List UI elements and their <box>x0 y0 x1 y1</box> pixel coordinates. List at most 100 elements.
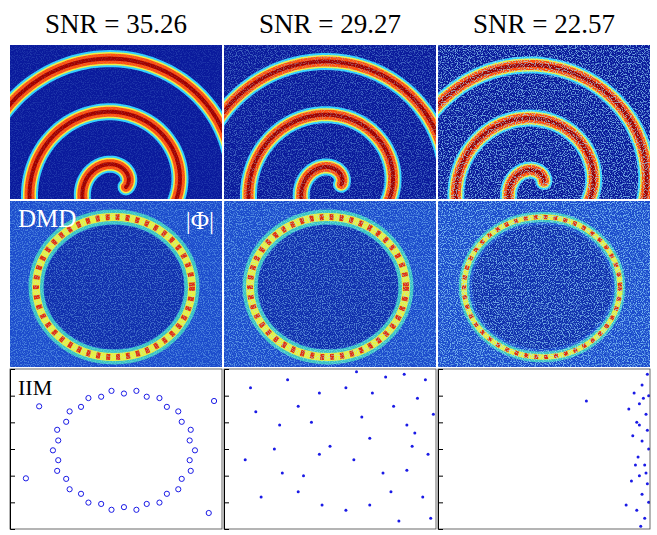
plot-background <box>224 369 436 529</box>
point <box>352 458 355 461</box>
point <box>99 501 104 506</box>
point <box>109 388 114 393</box>
point <box>56 438 61 443</box>
point <box>382 472 385 475</box>
panel-title: SNR = 35.26 <box>45 9 187 39</box>
point <box>368 504 371 507</box>
point <box>179 476 184 481</box>
point <box>403 373 406 376</box>
point <box>188 427 193 432</box>
point <box>368 437 371 440</box>
point <box>645 472 648 475</box>
panel-content <box>438 201 650 367</box>
tick <box>438 449 443 450</box>
point <box>164 404 169 409</box>
point <box>646 373 649 376</box>
tick-mark <box>438 422 443 423</box>
point <box>176 487 181 492</box>
noise <box>10 201 222 367</box>
tick-mark <box>224 476 229 477</box>
tick <box>224 449 229 450</box>
point <box>67 487 72 492</box>
noise <box>10 45 222 199</box>
noise <box>438 45 650 199</box>
panel <box>10 369 222 530</box>
panel-title: SNR = 29.27 <box>259 9 401 39</box>
point <box>278 424 281 427</box>
point <box>329 445 332 448</box>
tick <box>10 449 15 450</box>
panel-content <box>224 45 436 199</box>
point <box>297 490 300 493</box>
point <box>344 509 347 512</box>
point <box>397 520 400 523</box>
tick <box>10 502 15 503</box>
tick <box>438 396 443 397</box>
panel <box>438 369 650 530</box>
plot-background <box>438 369 650 529</box>
tick-mark <box>438 449 443 450</box>
point <box>121 505 126 510</box>
point <box>86 395 91 400</box>
plot-frame <box>438 369 650 529</box>
y-axis <box>10 370 15 530</box>
point <box>55 468 60 473</box>
point <box>634 464 637 467</box>
point <box>144 501 149 506</box>
tick-mark <box>10 449 15 450</box>
figure: SNR = 35.26SNR = 29.27SNR = 22.57DMD|Φ|I… <box>0 0 657 535</box>
plot-frame <box>10 369 222 529</box>
point <box>176 409 181 414</box>
panel-title: SNR = 22.57 <box>473 9 615 39</box>
point <box>64 419 69 424</box>
point <box>389 490 392 493</box>
point <box>297 405 300 408</box>
point <box>109 507 114 512</box>
noise <box>224 45 436 199</box>
point <box>643 517 646 520</box>
tick-mark <box>10 422 15 423</box>
point <box>121 391 126 396</box>
point <box>432 413 435 416</box>
tick-mark <box>224 422 229 423</box>
point <box>641 493 644 496</box>
point <box>392 405 395 408</box>
tick-mark <box>438 502 443 503</box>
point <box>429 517 432 520</box>
y-axis <box>438 370 443 530</box>
point <box>179 419 184 424</box>
point <box>249 386 252 389</box>
point <box>635 421 638 424</box>
point <box>631 434 634 437</box>
point <box>625 504 628 507</box>
tick-mark <box>10 396 15 397</box>
background <box>10 201 222 367</box>
plot-background <box>10 369 222 529</box>
point <box>23 476 28 481</box>
panel-content <box>585 373 650 528</box>
point <box>134 507 139 512</box>
point <box>638 402 641 405</box>
background <box>224 45 436 199</box>
panel-content <box>23 388 216 515</box>
point <box>639 525 642 528</box>
point <box>321 504 324 507</box>
point <box>56 458 61 463</box>
point <box>421 496 424 499</box>
point <box>647 448 650 451</box>
tick <box>10 476 15 477</box>
tick-mark <box>224 449 229 450</box>
point <box>371 392 374 395</box>
axis-line <box>439 370 444 530</box>
point <box>78 491 83 496</box>
panel-annotation: |Φ| <box>186 207 214 234</box>
panel <box>224 369 436 530</box>
point <box>405 424 408 427</box>
point <box>647 394 650 397</box>
point <box>638 424 641 427</box>
panel-label: DMD <box>18 205 76 232</box>
point <box>637 456 640 459</box>
tick <box>438 476 443 477</box>
tick <box>224 396 229 397</box>
point <box>64 476 69 481</box>
